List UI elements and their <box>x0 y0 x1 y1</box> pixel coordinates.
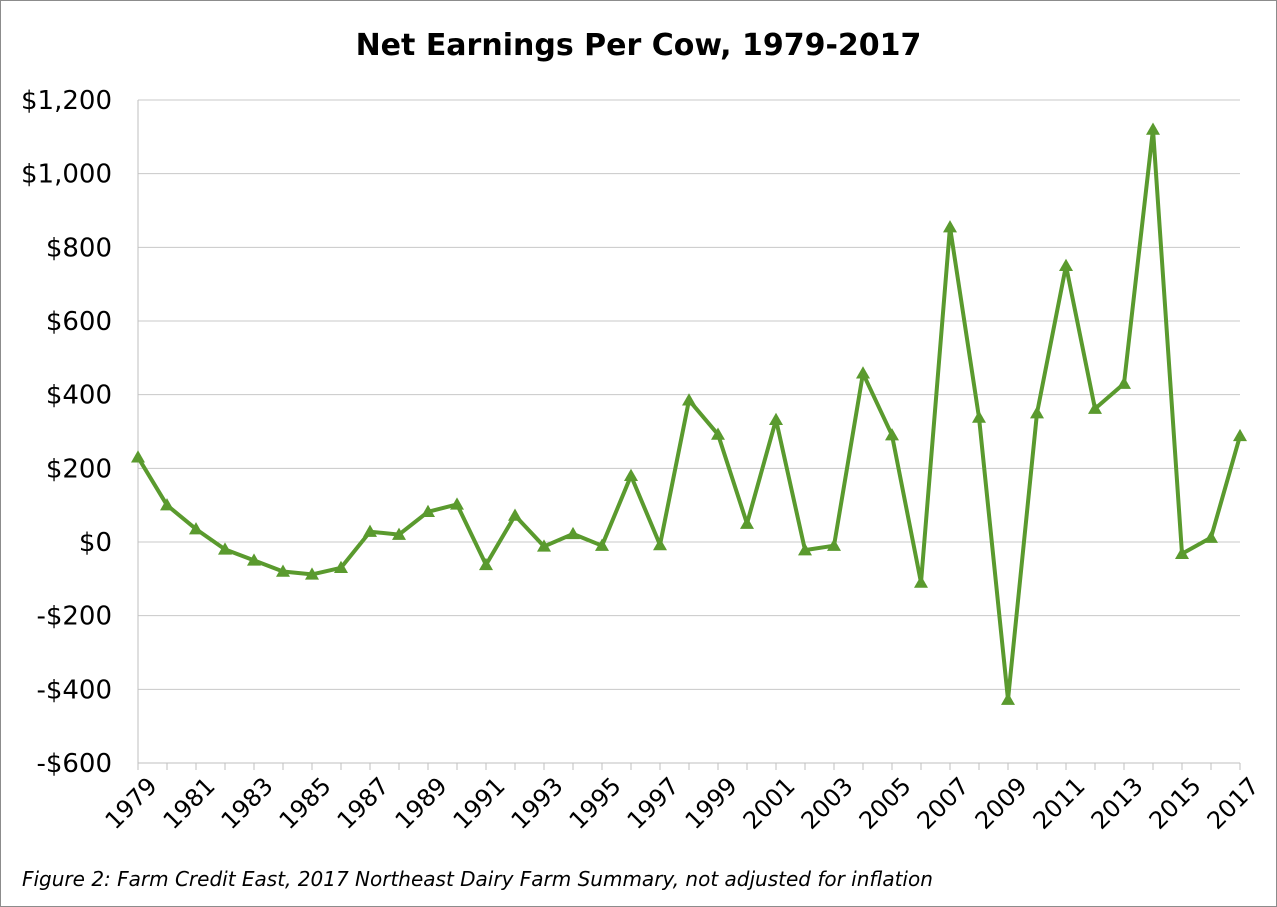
data-point-marker <box>1204 530 1218 543</box>
x-tick-label: 2015 <box>1144 772 1207 835</box>
x-tick-label: 2007 <box>912 772 975 835</box>
x-tick-label: 2001 <box>738 772 801 835</box>
data-point-marker <box>653 537 667 551</box>
data-point-marker <box>624 468 638 481</box>
data-point-marker <box>1146 122 1160 135</box>
x-tick-label: 1993 <box>506 772 569 835</box>
data-point-marker <box>363 524 377 537</box>
data-point-marker <box>943 220 957 233</box>
x-tick-label: 1997 <box>622 772 685 835</box>
y-tick-label: -$600 <box>36 749 112 779</box>
data-point-marker <box>247 553 261 566</box>
data-point-marker <box>479 557 493 571</box>
x-tick-label: 1989 <box>390 772 453 835</box>
data-point-marker <box>276 564 290 577</box>
data-point-marker <box>160 498 174 511</box>
x-tick-label: 2011 <box>1028 772 1091 835</box>
data-point-marker <box>334 560 348 574</box>
data-point-marker <box>769 412 783 425</box>
y-axis-tick-labels: -$600 -$400 -$200 $0 $200 $400 $600 $800 $1,000 $… <box>21 86 112 779</box>
data-point-marker <box>1175 546 1189 560</box>
data-point-marker <box>189 522 203 535</box>
x-tick-label: 1995 <box>564 772 627 835</box>
x-tick-label: 1983 <box>216 772 279 835</box>
data-point-marker <box>421 504 435 518</box>
x-tick-label: 2013 <box>1086 772 1149 835</box>
x-tick-label: 1987 <box>332 772 395 835</box>
chart-title: Net Earnings Per Cow, 1979-2017 <box>355 28 922 63</box>
x-tick-label: 1981 <box>158 772 221 835</box>
y-tick-label: $600 <box>46 307 112 337</box>
x-tick-label: 2003 <box>796 772 859 835</box>
y-tick-label: $200 <box>46 454 112 484</box>
x-tick-label: 1985 <box>274 772 337 835</box>
data-point-marker <box>682 393 696 406</box>
y-tick-label: $0 <box>79 528 112 558</box>
y-tick-label: $400 <box>46 381 112 411</box>
data-point-marker <box>972 410 986 423</box>
data-point-marker <box>1059 258 1073 271</box>
x-tick-label: 2017 <box>1202 772 1265 835</box>
data-point-marker <box>914 575 928 588</box>
data-point-marker <box>392 527 406 540</box>
data-point-marker <box>218 542 232 555</box>
data-point-marker <box>131 450 145 463</box>
data-point-marker <box>798 543 812 556</box>
data-point-marker <box>595 538 609 551</box>
x-tick-label: 2005 <box>854 772 917 835</box>
data-point-marker <box>827 538 841 551</box>
x-tick-label: 1991 <box>448 772 511 835</box>
series-net-earnings <box>131 122 1247 705</box>
data-point-marker <box>1001 692 1015 705</box>
data-point-marker <box>885 428 899 441</box>
data-point-marker <box>856 366 870 379</box>
y-tick-label: $1,000 <box>21 160 112 190</box>
y-tick-label: $1,200 <box>21 86 112 116</box>
data-point-marker <box>508 508 522 521</box>
data-point-marker <box>740 516 754 529</box>
x-tick-label: 2009 <box>970 772 1033 835</box>
data-point-marker <box>1088 401 1102 414</box>
series-line <box>136 127 1242 702</box>
y-tick-label: $800 <box>46 233 112 263</box>
x-axis <box>137 100 1241 770</box>
x-tick-label: 1999 <box>680 772 743 835</box>
gridlines <box>138 99 1240 764</box>
data-point-marker <box>1030 406 1044 419</box>
data-point-marker <box>1117 376 1131 389</box>
y-tick-label: -$200 <box>36 602 112 632</box>
data-point-marker <box>1233 428 1247 442</box>
y-tick-label: -$400 <box>36 675 112 705</box>
data-point-marker <box>566 526 580 540</box>
data-point-marker <box>537 539 551 552</box>
data-point-marker <box>711 427 725 440</box>
x-axis-tick-labels: 1979198119831985198719891991199319951997… <box>100 772 1265 835</box>
data-point-marker <box>305 567 319 580</box>
figure-caption: Figure 2: Farm Credit East, 2017 Northea… <box>22 867 933 891</box>
data-point-marker <box>450 497 464 510</box>
x-tick-label: 1979 <box>100 772 163 835</box>
